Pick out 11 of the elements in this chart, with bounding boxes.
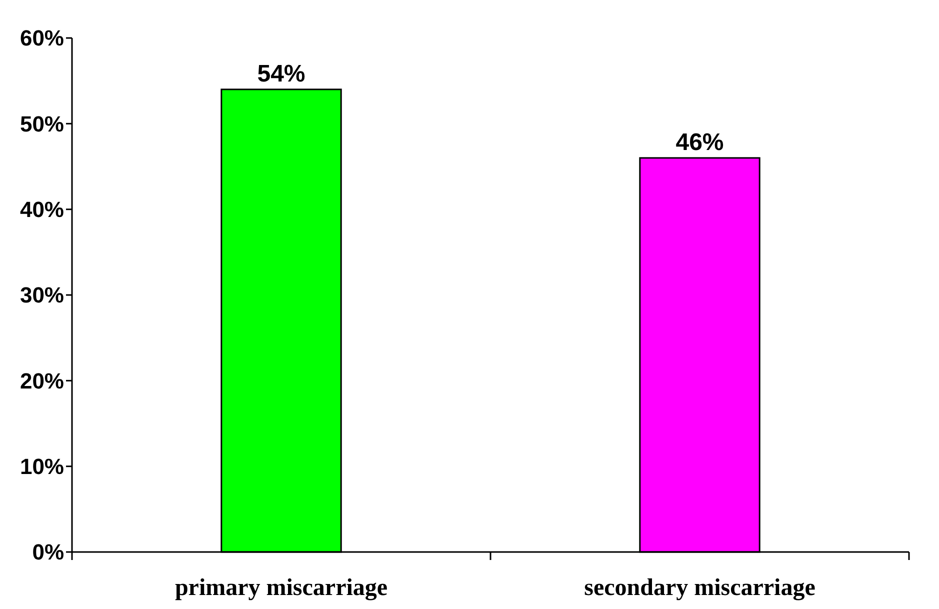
y-tick-label: 30% xyxy=(20,282,64,308)
y-tick-label: 0% xyxy=(32,540,64,565)
y-tick-label: 40% xyxy=(20,197,64,222)
data-label: 46% xyxy=(676,128,724,156)
y-tick-label: 60% xyxy=(20,26,64,51)
x-tick-label: secondary miscarriage xyxy=(584,575,816,601)
y-tick-label: 50% xyxy=(20,111,64,136)
x-tick-label: primary miscarriage xyxy=(174,575,388,601)
y-tick-label: 10% xyxy=(20,454,64,480)
y-tick-label: 20% xyxy=(20,368,64,394)
data-label: 54% xyxy=(257,60,306,88)
